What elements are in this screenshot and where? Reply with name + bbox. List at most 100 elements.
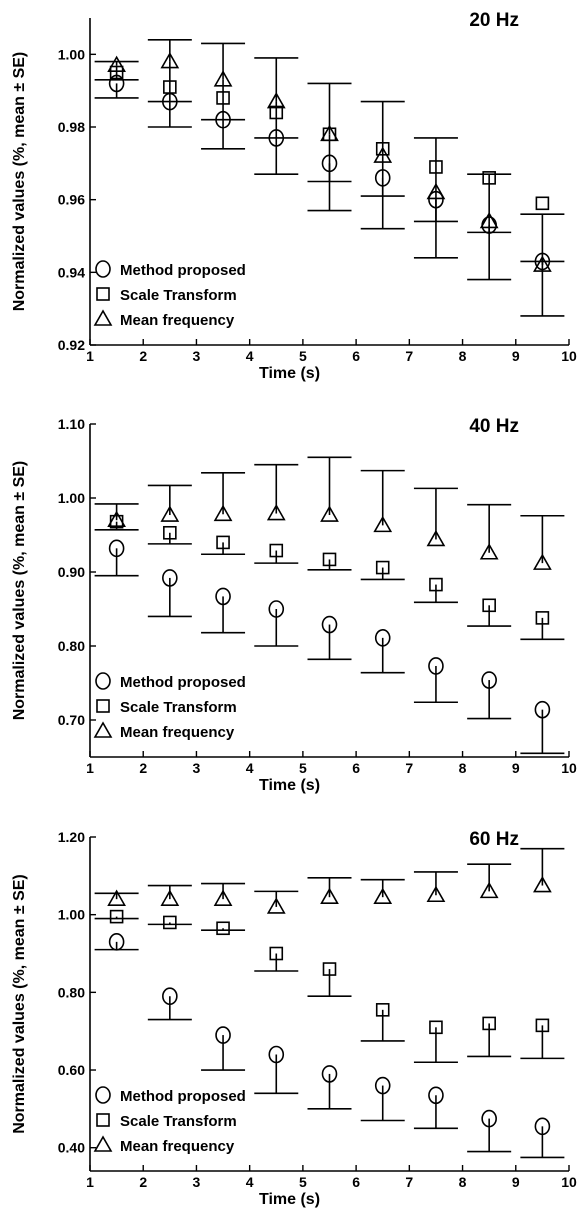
- y-tick-label: 0.70: [58, 712, 85, 728]
- x-tick-label: 3: [193, 1174, 201, 1190]
- chart-title: 20 Hz: [469, 10, 519, 31]
- data-point-circle: [162, 569, 178, 587]
- data-point-triangle: [213, 504, 233, 522]
- data-point-square: [322, 552, 337, 567]
- data-point-circle: [108, 539, 125, 558]
- chart-panel-2: 1 2 3 4 5 6 7 8 9 10 0.70 0.80 0.90 1.00 1.10 Time (s) N…: [11, 416, 577, 794]
- data-point-circle: [374, 1076, 391, 1095]
- data-point-circle: [321, 615, 338, 634]
- y-tick-label: 0.80: [58, 638, 85, 654]
- legend-marker-square: [96, 699, 110, 713]
- x-tick-label: 1: [86, 760, 94, 776]
- data-point-square: [163, 915, 177, 930]
- data-point-triangle: [426, 885, 446, 903]
- data-point-square: [535, 611, 550, 625]
- series-triangle: [94, 847, 565, 914]
- data-point-circle: [321, 1065, 338, 1083]
- data-point-circle: [534, 1117, 551, 1136]
- x-tick-label: 8: [459, 760, 467, 776]
- data-point-triangle: [213, 889, 233, 906]
- data-point-circle: [534, 700, 551, 719]
- data-point-square: [429, 1020, 443, 1035]
- y-tick-label: 1.00: [58, 46, 85, 62]
- data-point-triangle: [266, 503, 286, 521]
- x-tick-label: 6: [352, 348, 360, 364]
- x-tick-label: 5: [299, 348, 307, 364]
- x-tick-label: 5: [299, 760, 307, 776]
- data-point-square: [322, 962, 337, 976]
- data-point-square: [535, 1018, 550, 1033]
- y-axis-label: Normalized values (%, mean ± SE): [11, 874, 28, 1134]
- data-point-square: [429, 577, 443, 592]
- data-point-square: [216, 535, 230, 550]
- data-point-square: [269, 946, 284, 961]
- legend-label: Scale Transform: [120, 1113, 237, 1130]
- data-point-triangle: [107, 510, 126, 528]
- y-tick-label: 0.80: [58, 984, 85, 1000]
- y-tick-label: 1.20: [58, 829, 85, 845]
- legend-marker-circle: [95, 260, 111, 278]
- series-square: [94, 909, 565, 1064]
- data-point-square: [216, 921, 230, 936]
- x-tick-label: 1: [86, 348, 94, 364]
- data-point-triangle: [479, 543, 499, 560]
- data-point-square: [535, 196, 550, 211]
- data-point-square: [109, 909, 124, 924]
- y-axis-label: Normalized values (%, mean ± SE): [11, 52, 28, 312]
- y-tick-label: 0.98: [58, 119, 85, 135]
- y-tick-label: 0.94: [58, 264, 85, 280]
- data-point-triangle: [320, 505, 339, 522]
- data-point-triangle: [160, 505, 180, 522]
- data-point-triangle: [373, 515, 393, 533]
- series-triangle: [94, 38, 565, 272]
- y-tick-label: 1.10: [58, 416, 85, 432]
- legend-label: Mean frequency: [120, 1138, 235, 1155]
- data-point-square: [375, 560, 390, 575]
- x-tick-label: 10: [561, 760, 577, 776]
- x-tick-label: 5: [299, 1174, 307, 1190]
- data-point-square: [482, 598, 496, 613]
- data-point-triangle: [160, 889, 180, 906]
- x-tick-label: 4: [246, 1174, 254, 1190]
- x-tick-label: 3: [193, 760, 201, 776]
- data-point-triangle: [533, 553, 552, 570]
- x-tick-label: 4: [246, 760, 254, 776]
- data-point-square: [482, 1016, 496, 1031]
- x-tick-label: 9: [512, 348, 520, 364]
- x-axis-label: Time (s): [259, 777, 320, 794]
- data-point-triangle: [479, 881, 499, 899]
- chart-panel-3: 1 2 3 4 5 6 7 8 9 10 0.40 0.60 0.80 1.00 1.20 Time (s) N…: [11, 829, 577, 1208]
- data-point-circle: [428, 657, 444, 675]
- chart-panel-1: 1 2 3 4 5 6 7 8 9 10 0.92 0.94 0.96 0.98 1.00 Time (s) N…: [11, 10, 577, 382]
- x-tick-label: 6: [352, 760, 360, 776]
- data-point-circle: [162, 987, 178, 1006]
- y-tick-label: 0.60: [58, 1062, 85, 1078]
- x-tick-label: 10: [561, 348, 577, 364]
- chart-title: 60 Hz: [469, 829, 519, 850]
- data-point-triangle: [533, 255, 552, 272]
- data-point-triangle: [533, 875, 552, 893]
- legend-marker-circle: [95, 672, 111, 690]
- data-point-circle: [481, 671, 497, 689]
- data-point-triangle: [266, 897, 286, 914]
- legend-label: Mean frequency: [120, 724, 235, 741]
- legend-label: Method proposed: [120, 1088, 246, 1105]
- x-tick-label: 9: [512, 760, 520, 776]
- y-tick-label: 1.00: [58, 490, 85, 506]
- data-point-triangle: [213, 70, 233, 87]
- x-axis-label: Time (s): [259, 1191, 320, 1208]
- data-point-triangle: [320, 124, 339, 142]
- y-tick-label: 0.92: [58, 337, 85, 353]
- legend-marker-triangle: [93, 309, 113, 326]
- x-tick-label: 1: [86, 1174, 94, 1190]
- data-point-circle: [108, 933, 125, 951]
- data-point-circle: [428, 1086, 444, 1105]
- legend-label: Method proposed: [120, 674, 246, 691]
- data-point-circle: [215, 587, 231, 606]
- y-tick-label: 0.96: [58, 192, 85, 208]
- x-tick-label: 2: [139, 1174, 147, 1190]
- x-tick-label: 7: [405, 760, 413, 776]
- legend-label: Method proposed: [120, 262, 246, 279]
- x-tick-label: 7: [405, 348, 413, 364]
